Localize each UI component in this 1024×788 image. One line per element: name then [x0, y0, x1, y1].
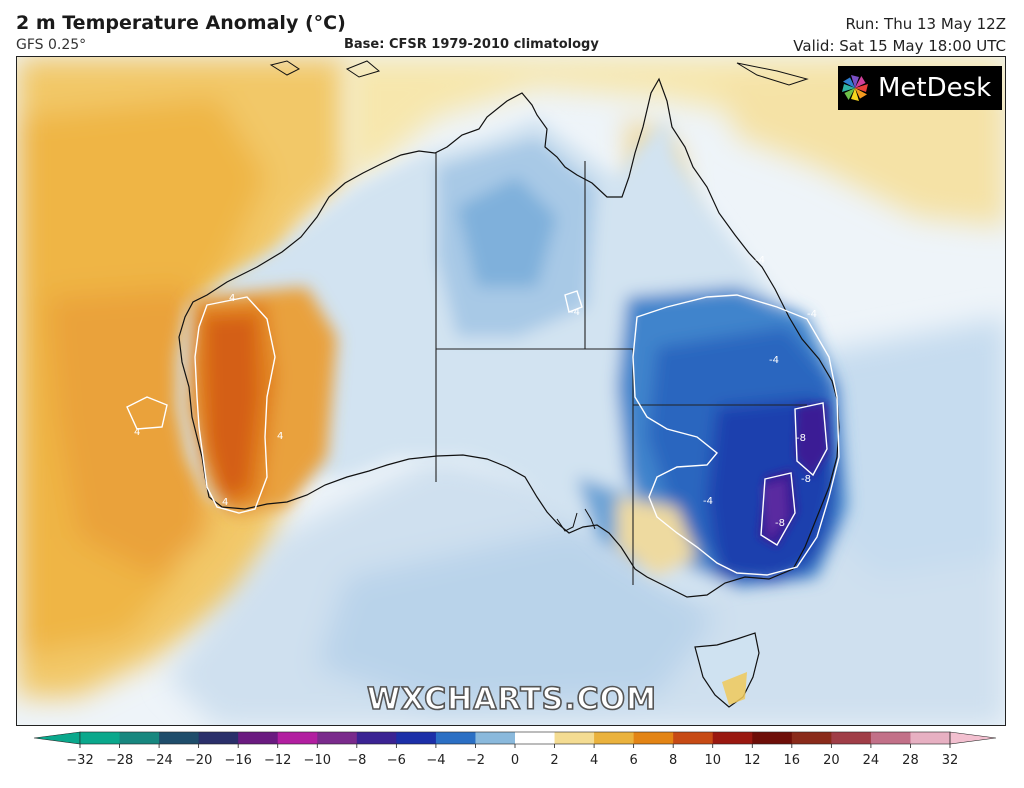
island-coast: [345, 60, 381, 78]
spencer-gulf-coast: [556, 512, 578, 532]
colorbar-swatch: [356, 732, 397, 744]
colorbar-swatch: [791, 732, 832, 744]
pinwheel-blade: [855, 88, 868, 99]
metdesk-logo-text: MetDesk: [878, 73, 992, 103]
colorbar-swatch: [910, 732, 951, 744]
colorbar-tick-label: −24: [145, 753, 172, 768]
colorbar-tick-label: 12: [744, 753, 761, 768]
colorbar-tick-label: 28: [902, 753, 919, 768]
colorbar-swatch: [712, 732, 753, 744]
colorbar-swatch: [554, 732, 595, 744]
colorbar-high-arrow: [949, 731, 997, 745]
colorbar-swatch: [119, 732, 160, 744]
colorbar-swatch: [475, 732, 516, 744]
colorbar-tick-label: −16: [224, 753, 251, 768]
colorbar-swatch: [870, 732, 911, 744]
chart-title: 2 m Temperature Anomaly (°C): [16, 12, 346, 34]
colorbar-low-arrow: [33, 731, 81, 745]
pinwheel-blade: [851, 88, 859, 101]
pinwheel-blade: [842, 84, 855, 92]
colorbar-tick-label: −12: [264, 753, 291, 768]
colorbar-swatch: [159, 732, 200, 744]
contour-pos4-ocean: [126, 396, 168, 430]
colorbar: −32 −28 −24 −20 −16 −12 −10 −8 −6 −4 −2 0 2 4 6 8 10 12 16…: [0, 728, 1024, 784]
contour-label-neg8-b: -8: [801, 474, 811, 485]
anomaly-map[interactable]: 4 4 4 4 -4 -4 -4 -4 -4 -8 -8 -8: [16, 56, 1006, 726]
contour-neg4-east: [632, 294, 840, 576]
valid-time-label: Valid: Sat 15 May 18:00 UTC: [793, 37, 1006, 55]
colorbar-canvas: −32 −28 −24 −20 −16 −12 −10 −8 −6 −4 −2 0 2 4 6 8 10 12 16…: [33, 731, 997, 768]
colorbar-swatch: [277, 732, 318, 744]
colorbar-swatch: [831, 732, 872, 744]
contour-label-neg4-c: -4: [769, 355, 779, 366]
colorbar-tick-label: −6: [387, 753, 406, 768]
colorbar-tick-label: 6: [629, 753, 637, 768]
contour-label-pos4-a: 4: [229, 293, 235, 304]
warm-patch-wa: [187, 287, 337, 517]
colorbar-swatch: [594, 732, 635, 744]
colorbar-swatch: [435, 732, 476, 744]
colorbar-tick-label: 16: [784, 753, 801, 768]
colorbar-tick-label: 32: [942, 753, 959, 768]
colorbar-swatch: [396, 732, 437, 744]
contour-label-pos4-b: 4: [277, 431, 283, 442]
colorbar-tick-label: 8: [669, 753, 677, 768]
contour-label-neg4-d: -4: [703, 496, 713, 507]
colorbar-swatch: [752, 732, 793, 744]
metdesk-pinwheel-icon: [842, 75, 868, 101]
tasmania-warm: [722, 672, 747, 705]
contour-label-neg8-c: -8: [775, 518, 785, 529]
australia-coastline: [178, 77, 840, 598]
colorbar-tick-label: −32: [66, 753, 93, 768]
state-borders: [435, 153, 807, 585]
colorbar-tick-label: 2: [550, 753, 558, 768]
colorbar-swatch: [633, 732, 674, 744]
pinwheel-blade: [855, 75, 866, 88]
colorbar-tick-label: −10: [304, 753, 331, 768]
contour-lines: [126, 290, 840, 576]
timor-coast: [269, 60, 300, 76]
colorbar-swatch: [198, 732, 239, 744]
contour-neg8-a: [794, 402, 828, 477]
run-time-label: Run: Thu 13 May 12Z: [845, 15, 1006, 33]
colorbar-swatch: [673, 732, 714, 744]
colorbar-swatch: [317, 732, 358, 744]
colorbar-tick-label: 20: [823, 753, 840, 768]
metdesk-logo: MetDesk: [838, 66, 1002, 110]
colorbar-tick-label: 24: [863, 753, 880, 768]
contour-neg4-nt: [564, 290, 583, 313]
contour-pos4-wa: [194, 296, 276, 514]
map-canvas: 4 4 4 4 -4 -4 -4 -4 -4 -8 -8 -8: [17, 57, 1005, 725]
australia-land: [177, 117, 847, 597]
pinwheel-blade: [842, 77, 855, 88]
model-label: GFS 0.25°: [16, 37, 87, 53]
base-climatology-label: Base: CFSR 1979-2010 climatology: [344, 37, 599, 52]
pinwheel-blade: [844, 88, 855, 101]
pinwheel-blade: [851, 75, 859, 88]
contour-label-neg4-e: -4: [807, 309, 817, 320]
colorbar-tick-label: −4: [426, 753, 445, 768]
colorbar-tick-label: −8: [347, 753, 366, 768]
colorbar-swatch: [80, 732, 121, 744]
colorbar-swatch: [515, 732, 556, 744]
colorbar-tick-label: −2: [466, 753, 485, 768]
contour-label-neg4-b: -4: [755, 255, 765, 266]
colorbar-tick-label: −20: [185, 753, 212, 768]
wxcharts-watermark: WXCHARTS.COM: [366, 681, 658, 718]
contour-label-pos4-d: 4: [134, 427, 140, 438]
colorbar-tick-label: −28: [106, 753, 133, 768]
contour-label-neg8-a: -8: [796, 433, 806, 444]
contour-neg8-b: [760, 472, 796, 546]
contour-label-pos4-c: 4: [222, 497, 228, 508]
pinwheel-blade: [855, 84, 868, 92]
colorbar-tick-label: 0: [511, 753, 519, 768]
new-guinea-coast: [736, 62, 809, 86]
colorbar-tick-label: 4: [590, 753, 598, 768]
gulf-st-vincent-coast: [584, 508, 596, 530]
contour-label-neg4-a: -4: [570, 307, 580, 318]
colorbar-tick-label: 10: [704, 753, 721, 768]
colorbar-swatch: [238, 732, 279, 744]
